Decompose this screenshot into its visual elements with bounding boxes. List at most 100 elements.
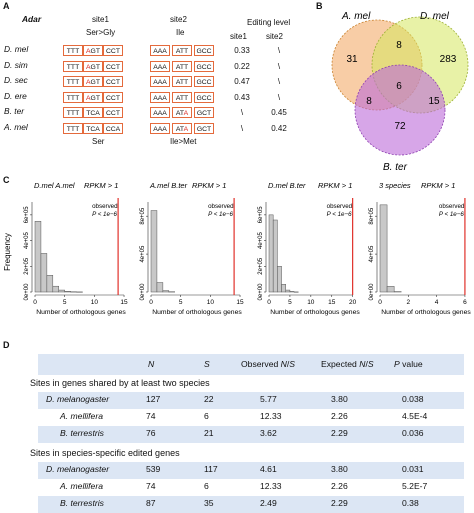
row-s: 6 bbox=[204, 481, 209, 491]
row-s: 21 bbox=[204, 428, 214, 438]
row-species: A. mellifera bbox=[60, 481, 103, 491]
histogram-bar bbox=[53, 286, 59, 292]
histogram-bar bbox=[151, 211, 157, 292]
editing-level-site1: 0.43 bbox=[225, 93, 259, 102]
stats-table: N S Observed N/S Expected N/S P value Si… bbox=[38, 352, 464, 502]
editing-col-site2: site2 bbox=[266, 32, 283, 41]
row-n: 76 bbox=[146, 428, 156, 438]
codon-site1: TTT bbox=[63, 61, 83, 72]
histogram-bar bbox=[47, 275, 53, 292]
venn-circle-bter bbox=[355, 65, 445, 155]
header-pvalue: P value bbox=[394, 359, 423, 369]
histogram-bar bbox=[163, 291, 169, 292]
row-pvalue: 0.038 bbox=[402, 394, 424, 404]
observed-label: observed bbox=[327, 203, 353, 210]
codon-site2: GCT bbox=[194, 123, 214, 134]
x-tick-label: 10 bbox=[307, 299, 315, 306]
editing-level-site1: 0.22 bbox=[225, 62, 259, 71]
x-tick-label: 5 bbox=[179, 299, 183, 306]
codon-site2: AAA bbox=[150, 92, 170, 103]
site2-aa: Ile bbox=[176, 28, 184, 37]
codon-site1: TTT bbox=[63, 107, 83, 118]
codon-site2: AAA bbox=[150, 45, 170, 56]
y-axis-label: Frequency bbox=[3, 233, 12, 271]
x-tick-label: 0 bbox=[33, 299, 37, 306]
observed-label: observed bbox=[439, 203, 465, 210]
y-tick-label: 4e+05 bbox=[258, 231, 264, 249]
venn-diagram: A. mel D. mel B. ter 31 283 72 8 8 15 6 bbox=[320, 6, 474, 178]
codon-site1: TTT bbox=[63, 45, 83, 56]
histogram-bar bbox=[277, 266, 281, 292]
row-s: 22 bbox=[204, 394, 214, 404]
header-s: S bbox=[204, 359, 210, 369]
row-species: D. melanogaster bbox=[46, 464, 109, 474]
row-expected: 3.80 bbox=[331, 394, 348, 404]
editing-level-site1: 0.33 bbox=[225, 46, 259, 55]
editing-level-site2: \ bbox=[262, 46, 296, 55]
codon-site1: TTT bbox=[63, 123, 83, 134]
x-tick-label: 6 bbox=[463, 299, 467, 306]
row-n: 87 bbox=[146, 498, 156, 508]
row-observed: 12.33 bbox=[260, 411, 282, 421]
row-s: 117 bbox=[204, 464, 218, 474]
x-axis-label: Number of orthologous genes bbox=[381, 309, 471, 316]
editing-col-site1: site1 bbox=[230, 32, 247, 41]
histogram-bar bbox=[59, 290, 65, 292]
histogram-bar bbox=[380, 205, 387, 292]
codon-site1: CCA bbox=[103, 123, 123, 134]
species-0: D. mel bbox=[4, 44, 28, 54]
row-n: 127 bbox=[146, 394, 160, 404]
chart-title: 3 species bbox=[379, 181, 411, 190]
y-tick-label: 8e+05 bbox=[140, 207, 146, 225]
editing-level-site2: 0.42 bbox=[262, 124, 296, 133]
histogram-bar bbox=[41, 253, 47, 292]
row-expected: 2.29 bbox=[331, 498, 348, 508]
codon-site1: TCA bbox=[83, 107, 103, 118]
y-tick-label: 6e+05 bbox=[258, 206, 264, 224]
header-n: N bbox=[148, 359, 154, 369]
venn-bter-only: 72 bbox=[394, 121, 406, 132]
venn-all: 6 bbox=[396, 81, 402, 92]
row-species: B. terrestris bbox=[60, 498, 104, 508]
header-observed: Observed N/S bbox=[241, 359, 295, 369]
codon-site2: GCC bbox=[194, 45, 214, 56]
codon-site2: ATT bbox=[172, 45, 192, 56]
observed-label: observed bbox=[208, 203, 234, 210]
species-2: D. sec bbox=[4, 75, 28, 85]
x-tick-label: 15 bbox=[236, 299, 244, 306]
codon-site2: AAA bbox=[150, 123, 170, 134]
row-species: B. terrestris bbox=[60, 428, 104, 438]
row-expected: 2.29 bbox=[331, 428, 348, 438]
x-tick-label: 15 bbox=[328, 299, 336, 306]
row-n: 539 bbox=[146, 464, 160, 474]
histogram-bar bbox=[290, 291, 294, 292]
editing-level-site1: 0.47 bbox=[225, 77, 259, 86]
codon-site2: AAA bbox=[150, 107, 170, 118]
species-4: B. ter bbox=[4, 106, 24, 116]
x-tick-label: 4 bbox=[435, 299, 439, 306]
x-axis-label: Number of orthologous genes bbox=[152, 309, 242, 316]
x-tick-label: 15 bbox=[120, 299, 128, 306]
x-tick-label: 2 bbox=[406, 299, 410, 306]
y-tick-label: 8e+05 bbox=[369, 207, 375, 225]
codon-site1: CCT bbox=[103, 45, 123, 56]
section-shared: Sites in genes shared by at least two sp… bbox=[30, 378, 210, 388]
row-observed: 12.33 bbox=[260, 481, 282, 491]
x-tick-label: 0 bbox=[378, 299, 382, 306]
bottom-site2-aa: Ile>Met bbox=[170, 137, 196, 146]
row-pvalue: 0.036 bbox=[402, 428, 424, 438]
x-tick-label: 20 bbox=[349, 299, 357, 306]
codon-site2: ATT bbox=[172, 76, 192, 87]
codon-site1: AGT bbox=[83, 45, 103, 56]
row-pvalue: 5.2E-7 bbox=[402, 481, 427, 491]
chart-rpkm: RPKM > 1 bbox=[421, 181, 455, 190]
codon-site2: ATA bbox=[172, 123, 192, 134]
x-tick-label: 5 bbox=[63, 299, 67, 306]
y-tick-label: 4e+05 bbox=[24, 231, 30, 249]
x-tick-label: 10 bbox=[91, 299, 99, 306]
